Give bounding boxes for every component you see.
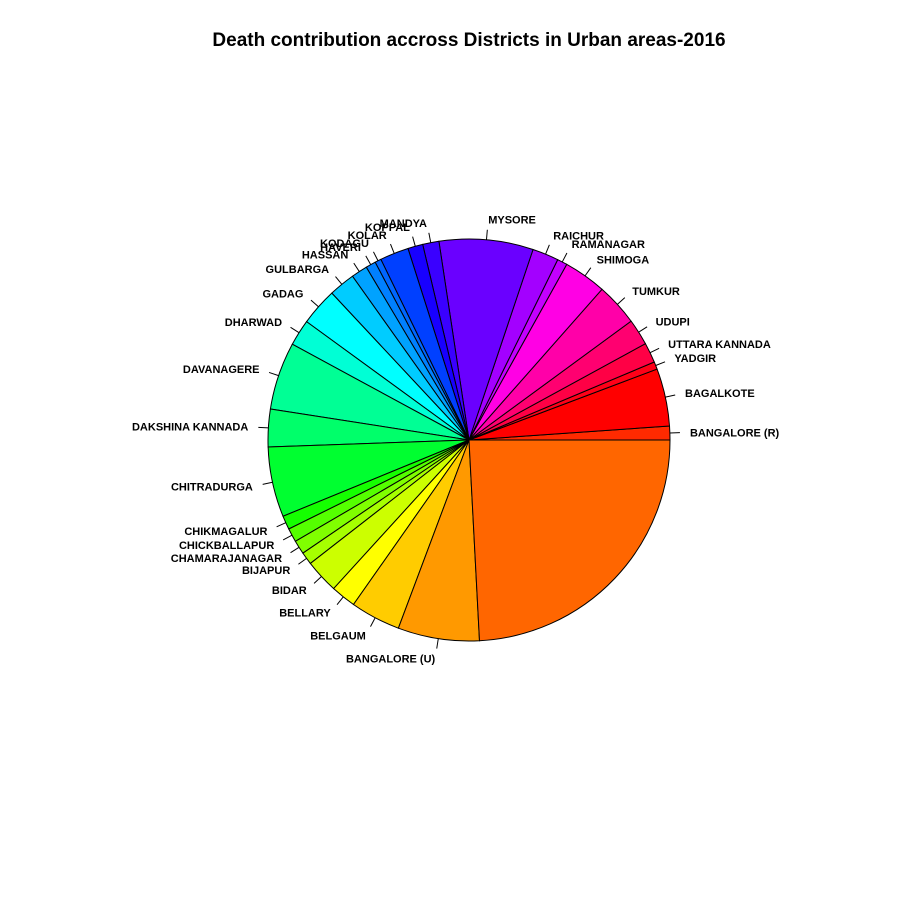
slice-label-bellary: BELLARY xyxy=(279,608,331,620)
slice-label-tumkur: TUMKUR xyxy=(632,286,680,298)
pie-slices xyxy=(267,238,671,642)
label-tick-mandya xyxy=(428,232,432,243)
label-tick-koppal xyxy=(412,236,416,247)
label-tick-bellary xyxy=(336,596,344,606)
label-tick-chamarajanagar xyxy=(290,546,300,554)
label-tick-bangalore-u xyxy=(436,638,439,649)
label-tick-mysore xyxy=(485,229,488,240)
slice-label-davanagere: DAVANAGERE xyxy=(183,364,260,376)
slice-label-bagalkote: BAGALKOTE xyxy=(685,388,755,400)
slice-label-hassan: HASSAN xyxy=(302,250,349,262)
label-tick-ramanagar xyxy=(561,252,568,263)
label-tick-dakshina-kannada xyxy=(258,426,269,429)
label-tick-tumkur xyxy=(617,297,626,305)
label-tick-chitradurga xyxy=(262,481,273,485)
slice-labels: BANGALORE (R) BAGALKOTE YADGIR UTTARA KANNA… xyxy=(132,215,780,666)
label-tick-gadag xyxy=(310,299,319,308)
slice-label-raichur: RAICHUR xyxy=(553,231,604,243)
slice-label-dakshina-kannada: DAKSHINA KANNADA xyxy=(132,422,248,434)
slice-label-chikmagalur: CHIKMAGALUR xyxy=(184,526,267,538)
label-tick-gulbarga xyxy=(335,276,343,285)
slice-label-mysore: MYSORE xyxy=(488,215,536,227)
label-tick-belgaum xyxy=(370,617,376,627)
slice-label-udupi: UDUPI xyxy=(656,316,690,328)
label-tick-chickballapur xyxy=(282,534,293,541)
slice-label-kolar: KOLAR xyxy=(348,230,387,242)
label-ticks xyxy=(258,229,680,649)
slice-label-shimoga: SHIMOGA xyxy=(597,254,650,266)
slice-label-yadgir: YADGIR xyxy=(674,353,716,365)
pie-slice-mysore xyxy=(438,238,534,441)
pie-slice-unlabeled xyxy=(468,439,671,642)
slice-label-chamarajanagar: CHAMARAJANAGAR xyxy=(171,553,282,565)
label-tick-davanagere xyxy=(268,371,279,377)
slice-label-belgaum: BELGAUM xyxy=(310,631,366,643)
slice-label-kodagu: KODAGU xyxy=(320,238,369,250)
slice-label-dharwad: DHARWAD xyxy=(225,317,282,329)
chart-title: Death contribution accross Districts in … xyxy=(212,30,725,51)
label-tick-chikmagalur xyxy=(276,522,286,528)
label-tick-dharwad xyxy=(290,326,300,334)
slice-label-chitradurga: CHITRADURGA xyxy=(171,482,253,494)
label-tick-kolar xyxy=(390,243,395,254)
label-tick-udupi xyxy=(638,326,648,333)
slice-label-chickballapur: CHICKBALLAPUR xyxy=(179,540,274,552)
label-tick-bagalkote xyxy=(665,394,676,398)
slice-label-uttara-kannada: UTTARA KANNADA xyxy=(668,339,771,351)
label-tick-shimoga xyxy=(584,267,592,277)
slice-label-bangalore-u: BANGALORE (U) xyxy=(346,654,436,666)
slice-label-gadag: GADAG xyxy=(262,288,303,300)
label-tick-haveri xyxy=(365,255,372,265)
label-tick-kodagu xyxy=(373,251,379,262)
label-tick-bijapur xyxy=(298,557,307,565)
slice-label-ramanagar: RAMANAGAR xyxy=(572,239,645,251)
slice-label-gulbarga: GULBARGA xyxy=(266,264,330,276)
slice-label-bidar: BIDAR xyxy=(272,585,307,597)
label-tick-uttara-kannada xyxy=(649,347,660,354)
label-tick-raichur xyxy=(545,244,550,255)
slice-label-bangalore-r: BANGALORE (R) xyxy=(690,427,780,439)
label-tick-bidar xyxy=(313,576,322,584)
slice-label-bijapur: BIJAPUR xyxy=(242,565,290,577)
label-tick-hassan xyxy=(353,262,360,272)
slice-label-mandya: MANDYA xyxy=(380,218,427,230)
label-tick-yadgir xyxy=(655,361,666,366)
slice-label-koppal: KOPPAL xyxy=(365,222,410,234)
slice-label-haveri: HAVERI xyxy=(320,242,361,254)
